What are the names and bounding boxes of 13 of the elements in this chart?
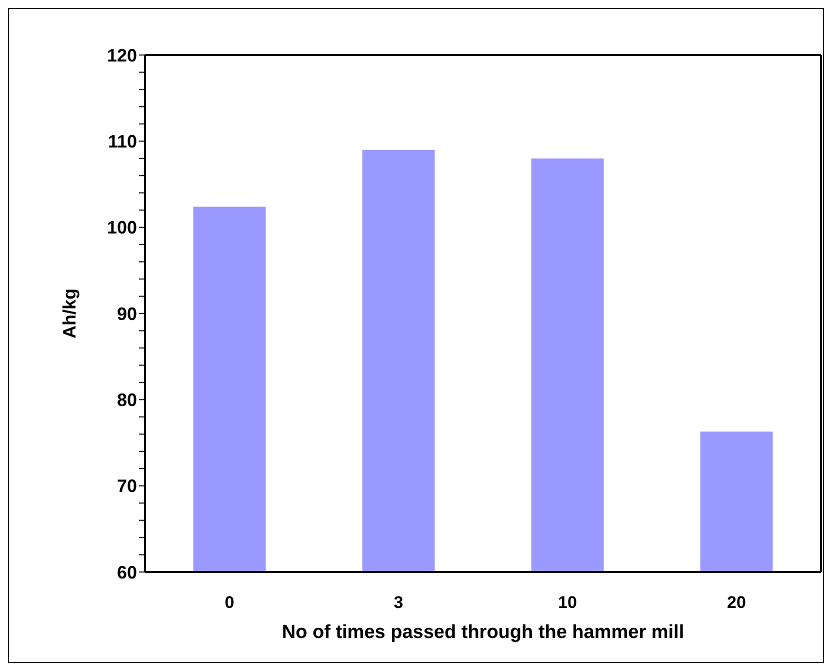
x-tick-label: 10	[558, 593, 577, 612]
x-axis-title: No of times passed through the hammer mill	[282, 622, 684, 643]
y-tick-label: 70	[116, 476, 137, 496]
x-tick-label: 0	[224, 593, 234, 612]
y-axis-title: Ah/kg	[59, 288, 80, 339]
y-tick-label: 120	[106, 45, 137, 66]
y-tick-label: 80	[116, 390, 137, 410]
y-tick-label: 110	[108, 132, 137, 152]
x-tick-label: 3	[394, 593, 404, 612]
x-tick-label: 20	[727, 593, 746, 612]
y-tick-label: 100	[106, 218, 137, 238]
y-tick-label: 90	[116, 304, 137, 324]
y-tick-label: 60	[116, 562, 137, 582]
